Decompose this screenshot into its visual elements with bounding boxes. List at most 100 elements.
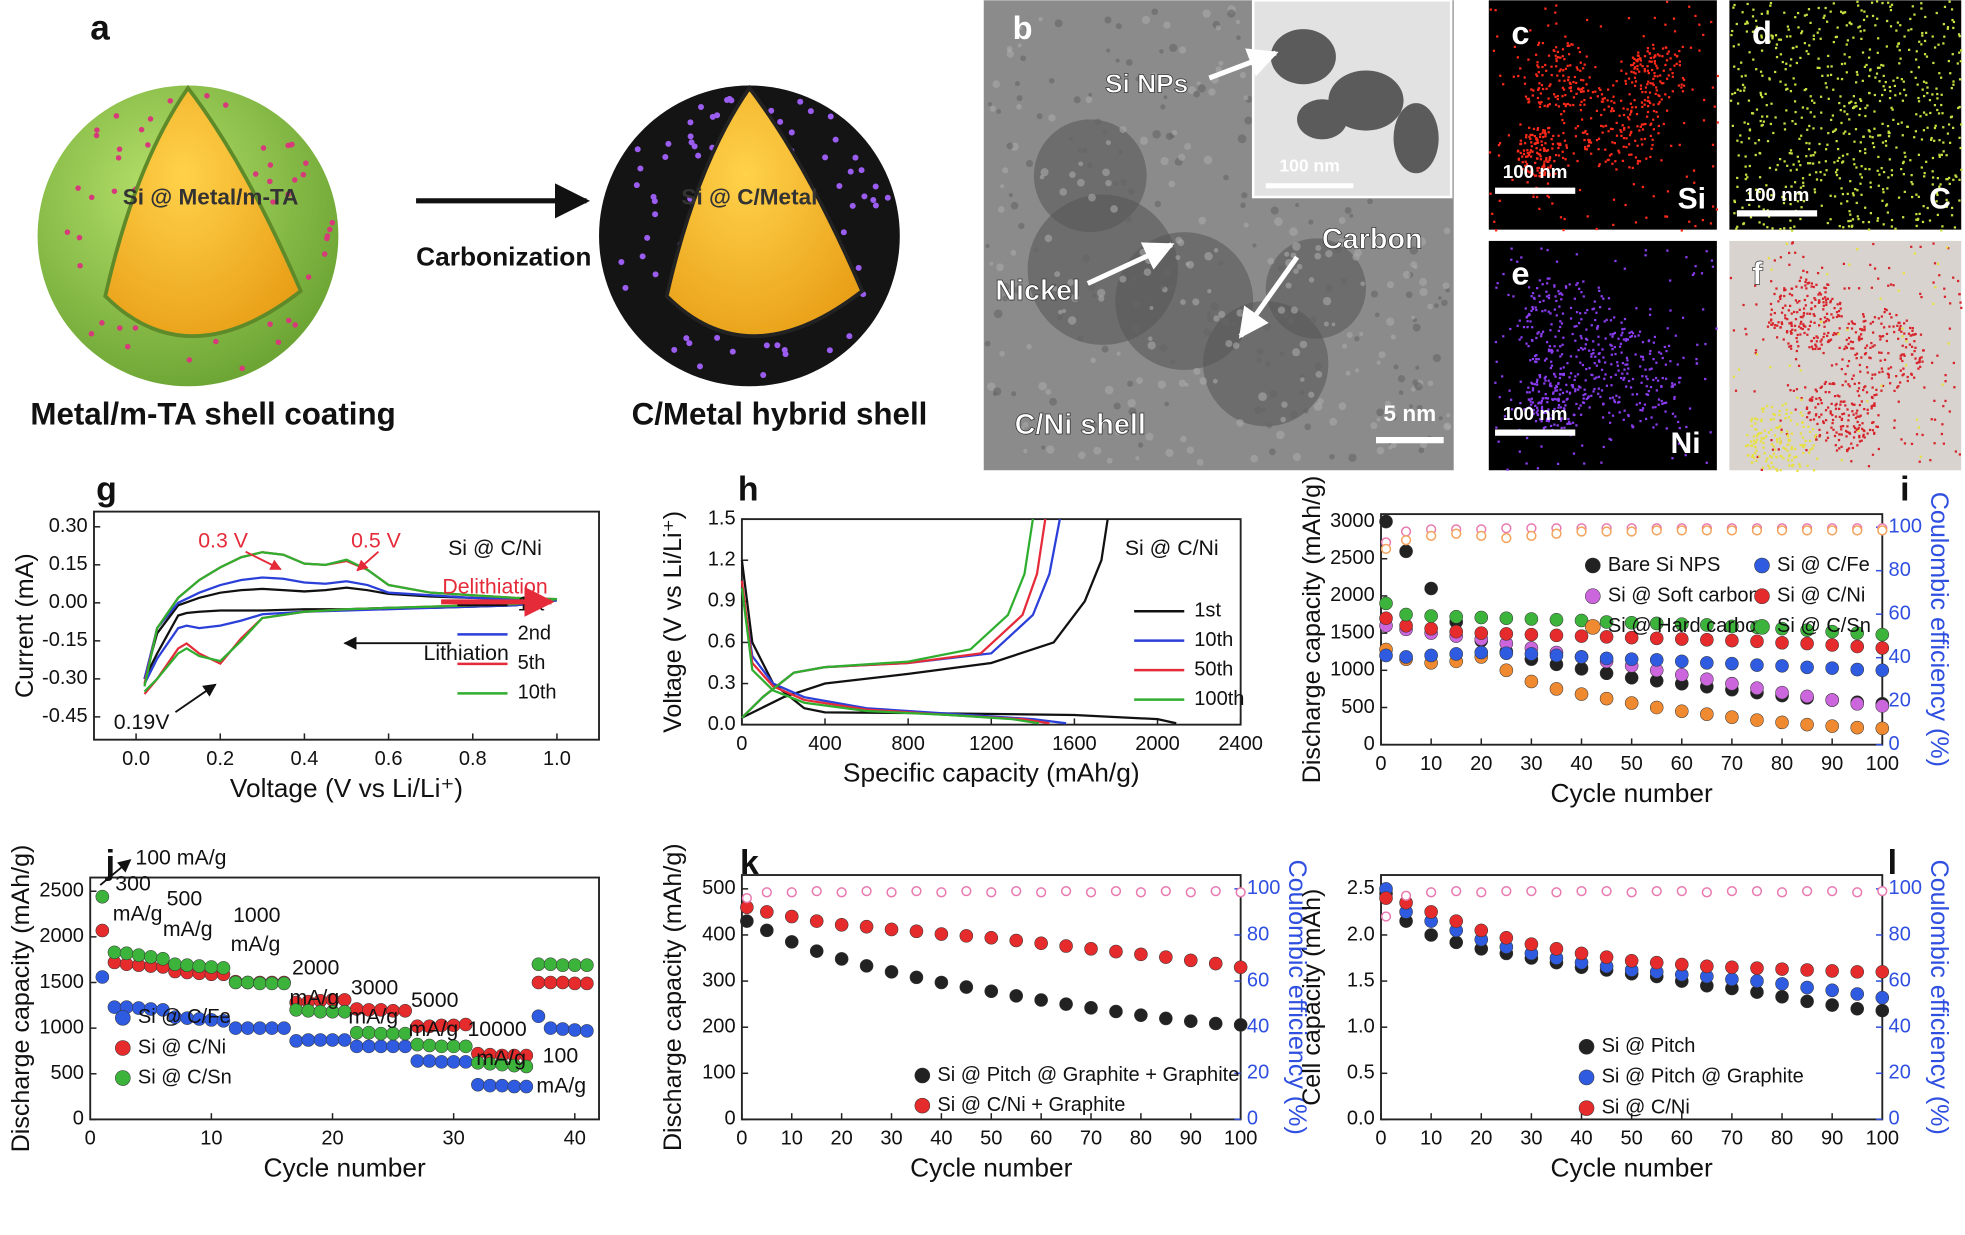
texture-dot	[1872, 345, 1874, 347]
x-tick-label: 20	[1470, 753, 1492, 775]
texture-dot	[1609, 333, 1611, 335]
texture-dot	[1893, 331, 1895, 333]
texture-dot	[1775, 468, 1777, 470]
texture-dot	[1532, 308, 1534, 310]
texture-dot	[1544, 380, 1546, 382]
texture-dot	[1657, 132, 1659, 134]
texture-dot	[1839, 404, 1841, 406]
efficiency-point	[1778, 526, 1787, 535]
texture-dot	[1847, 39, 1849, 41]
texture-dot	[1578, 407, 1580, 409]
texture-dot	[999, 351, 1005, 357]
texture-dot	[1555, 104, 1557, 106]
texture-dot	[1817, 58, 1819, 60]
texture-dot	[1620, 343, 1622, 345]
panel-letter: f	[1752, 256, 1763, 292]
data-point	[241, 1022, 254, 1035]
texture-dot	[1640, 84, 1642, 86]
texture-dot	[1106, 140, 1111, 145]
texture-dot	[1952, 27, 1954, 29]
texture-dot	[1679, 144, 1681, 146]
texture-dot	[1427, 304, 1433, 310]
texture-dot	[1639, 57, 1641, 59]
texture-dot	[1830, 410, 1832, 412]
data-point	[362, 1040, 375, 1053]
texture-dot	[1890, 366, 1892, 368]
data-point	[1500, 664, 1513, 677]
texture-dot	[1887, 2, 1889, 4]
efficiency-point	[1627, 527, 1636, 536]
texture-dot	[1738, 43, 1740, 45]
texture-dot	[1574, 375, 1576, 377]
texture-dot	[1776, 336, 1778, 338]
texture-dot	[1760, 71, 1762, 73]
texture-dot	[1951, 8, 1953, 10]
texture-dot	[1360, 281, 1365, 286]
texture-dot	[852, 155, 858, 161]
texture-dot	[1824, 7, 1826, 9]
texture-dot	[1744, 328, 1746, 330]
texture-dot	[1588, 367, 1590, 369]
texture-dot	[1783, 287, 1785, 289]
annotation: 500	[167, 887, 203, 911]
texture-dot	[1794, 448, 1796, 450]
data-point	[1159, 951, 1172, 964]
texture-dot	[1610, 376, 1612, 378]
data-point	[1500, 612, 1513, 625]
texture-dot	[1611, 354, 1613, 356]
data-point	[532, 958, 545, 971]
texture-dot	[1920, 334, 1922, 336]
data-point	[1675, 958, 1688, 971]
texture-dot	[1875, 389, 1877, 391]
texture-dot	[1349, 214, 1353, 218]
texture-dot	[1760, 432, 1762, 434]
texture-dot	[1653, 84, 1655, 86]
data-point	[860, 959, 873, 972]
data-point	[96, 924, 109, 937]
data-point	[910, 971, 923, 984]
texture-dot	[1888, 376, 1890, 378]
texture-dot	[1640, 138, 1642, 140]
texture-dot	[1899, 325, 1901, 327]
texture-dot	[1918, 100, 1920, 102]
texture-dot	[1872, 243, 1874, 245]
texture-dot	[1960, 123, 1962, 125]
x-tick-label: 70	[1080, 1128, 1102, 1150]
texture-dot	[1763, 437, 1765, 439]
texture-dot	[1494, 382, 1496, 384]
texture-dot	[1806, 50, 1808, 52]
texture-dot	[1519, 451, 1521, 453]
texture-dot	[1786, 330, 1788, 332]
texture-dot	[1756, 449, 1758, 451]
texture-dot	[1831, 298, 1833, 300]
texture-dot	[1614, 160, 1616, 162]
texture-dot	[1767, 326, 1769, 328]
texture-dot	[1847, 365, 1849, 367]
texture-dot	[1524, 142, 1526, 144]
texture-dot	[1657, 103, 1659, 105]
texture-dot	[1670, 145, 1672, 147]
texture-dot	[1917, 218, 1919, 220]
texture-dot	[992, 80, 1000, 88]
texture-dot	[1868, 57, 1870, 59]
texture-dot	[1858, 336, 1860, 338]
texture-dot	[1556, 261, 1558, 263]
texture-dot	[828, 113, 834, 119]
texture-dot	[1119, 276, 1126, 283]
texture-dot	[1674, 30, 1676, 32]
texture-dot	[1588, 145, 1590, 147]
texture-dot	[1815, 434, 1817, 436]
texture-dot	[1683, 85, 1685, 87]
texture-dot	[1614, 142, 1616, 144]
texture-dot	[1233, 342, 1240, 349]
data-point	[1801, 963, 1814, 976]
texture-dot	[1911, 196, 1913, 198]
texture-dot	[1903, 332, 1905, 334]
texture-dot	[1580, 62, 1582, 64]
texture-dot	[1565, 285, 1567, 287]
texture-dot	[1664, 64, 1666, 66]
texture-dot	[1733, 376, 1735, 378]
legend-label: 5th	[518, 652, 546, 674]
texture-dot	[1777, 164, 1779, 166]
y2-tick-label: 60	[1889, 602, 1911, 624]
